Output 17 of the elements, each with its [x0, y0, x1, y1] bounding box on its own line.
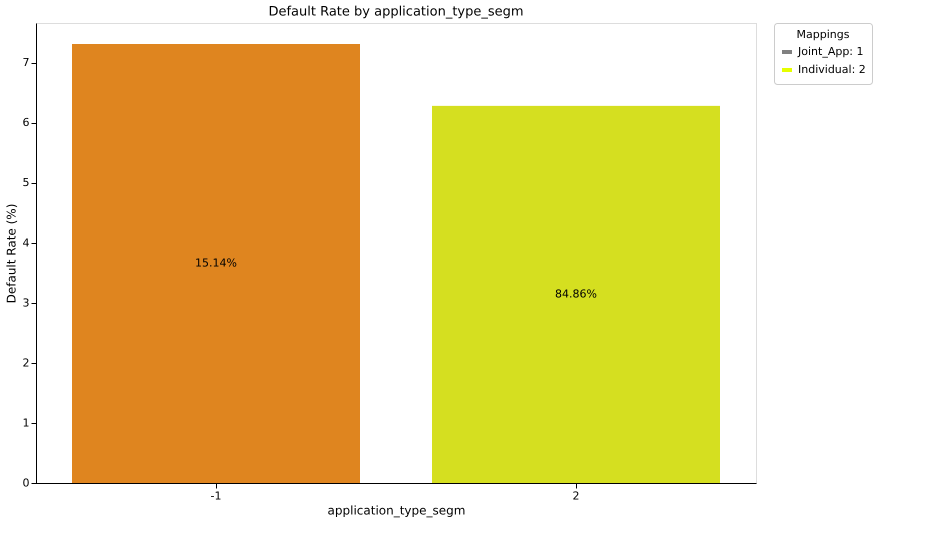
- y-tick-label: 1: [22, 416, 30, 430]
- y-axis-title: Default Rate (%): [4, 204, 18, 304]
- x-tick-label: -1: [210, 490, 222, 502]
- annotation: 84.86%: [555, 287, 597, 300]
- x-axis-title: application_type_segm: [328, 504, 466, 518]
- text: Joint_App: 1: [797, 45, 864, 58]
- y-tick-label: 4: [22, 236, 30, 250]
- y-tick-label: 7: [22, 56, 30, 70]
- y-tick-label: 5: [22, 176, 30, 190]
- y-tick-label: 6: [22, 116, 30, 130]
- y-tick-label: 2: [22, 356, 30, 370]
- y-tick-label: 3: [22, 296, 30, 310]
- legend-title: Mappings: [796, 28, 850, 41]
- annotation: 15.14%: [195, 256, 237, 270]
- y-tick-label: 0: [22, 476, 30, 490]
- chart-title: Default Rate by application_type_segm: [268, 4, 524, 20]
- text: Individual: 2: [798, 63, 866, 76]
